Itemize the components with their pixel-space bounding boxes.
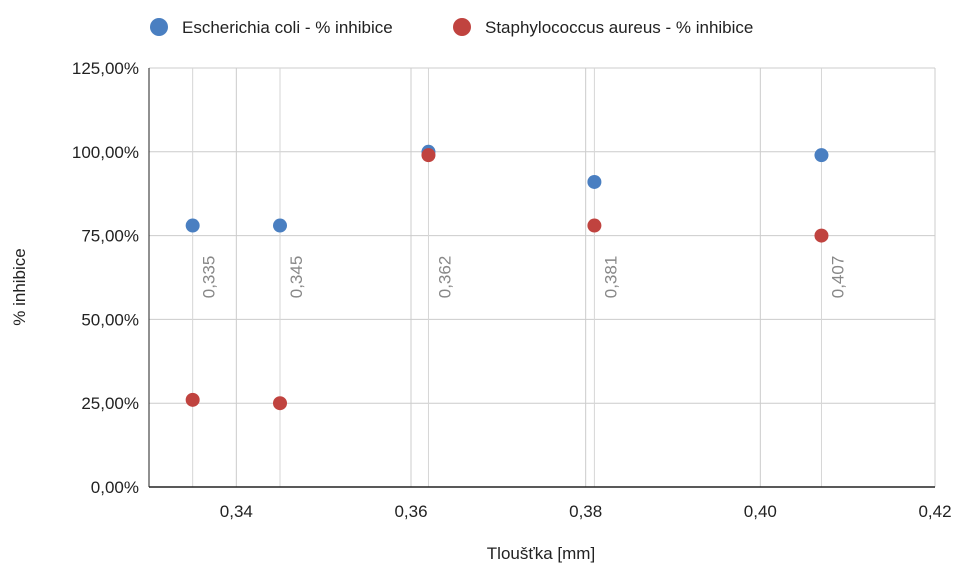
- point-labels: 0,335 0,345 0,362 0,381 0,407: [200, 256, 848, 299]
- y-tick-label: 25,00%: [81, 394, 139, 413]
- x-tick-label: 0,36: [394, 502, 427, 521]
- point-label: 0,345: [287, 256, 306, 299]
- data-point-staphylococcus-aureus-inhibice: [273, 396, 287, 411]
- point-label: 0,335: [200, 256, 219, 299]
- x-tick-label: 0,38: [569, 502, 602, 521]
- y-axis-title: % inhibice: [10, 248, 29, 326]
- data-points: [185, 144, 829, 411]
- data-point-staphylococcus-aureus-inhibice: [185, 392, 200, 407]
- y-tick-label: 75,00%: [81, 227, 139, 246]
- data-point-escherichia-coli-inhibice: [587, 174, 602, 189]
- x-tick-label: 0,40: [744, 502, 777, 521]
- y-tick-label: 125,00%: [72, 59, 139, 78]
- legend-label-escherichia-coli: Escherichia coli - % inhibice: [182, 18, 393, 37]
- point-label: 0,362: [435, 256, 454, 299]
- y-tick-label: 50,00%: [81, 310, 139, 329]
- data-point-staphylococcus-aureus-inhibice: [814, 228, 829, 243]
- point-label: 0,407: [828, 256, 847, 299]
- y-axis-ticks: 0,00% 25,00% 50,00% 75,00% 100,00% 125,00%: [72, 59, 139, 497]
- data-point-staphylococcus-aureus-inhibice: [421, 148, 436, 163]
- data-point-staphylococcus-aureus-inhibice: [587, 218, 602, 233]
- x-tick-label: 0,34: [220, 502, 253, 521]
- grid: [149, 67, 936, 488]
- point-label: 0,381: [601, 256, 620, 299]
- y-tick-label: 0,00%: [91, 478, 139, 497]
- x-axis-title: Tloušťka [mm]: [487, 544, 595, 563]
- axes: [148, 68, 935, 488]
- legend-label-staphylococcus-aureus: Staphylococcus aureus - % inhibice: [485, 18, 753, 37]
- x-axis-ticks: 0,34 0,36 0,38 0,40 0,42: [220, 502, 952, 521]
- legend-marker-escherichia-coli: [150, 18, 168, 36]
- data-point-escherichia-coli-inhibice: [273, 218, 287, 233]
- y-tick-label: 100,00%: [72, 143, 139, 162]
- x-tick-label: 0,42: [918, 502, 951, 521]
- legend-marker-staphylococcus-aureus: [453, 18, 471, 36]
- data-point-escherichia-coli-inhibice: [814, 148, 829, 163]
- legend: Escherichia coli - % inhibice Staphyloco…: [150, 18, 753, 37]
- data-point-escherichia-coli-inhibice: [185, 218, 200, 233]
